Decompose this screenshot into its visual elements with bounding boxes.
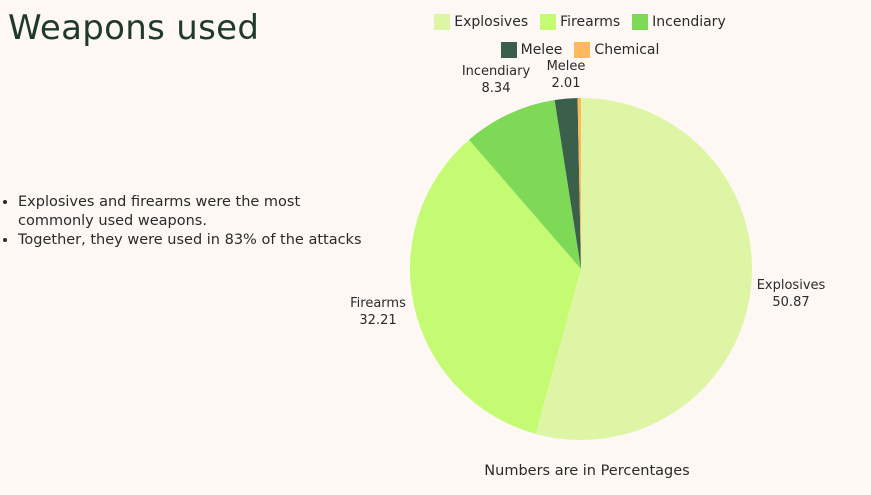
page-title: Weapons used [8, 8, 260, 48]
bullet-item: Together, they were used in 83% of the a… [18, 231, 378, 250]
slice-value-melee: 2.01 [552, 76, 581, 91]
slice-value-incendiary: 8.34 [482, 81, 511, 96]
legend-label-incendiary: Incendiary [652, 14, 726, 30]
legend-swatch-explosives [434, 14, 451, 30]
summary-bullets: Explosives and firearms were the most co… [0, 193, 378, 250]
chart-legend: Explosives Firearms Incendiary Melee Che… [420, 8, 740, 64]
pie-slice-incendiary[interactable] [469, 100, 581, 270]
legend-row-1: Explosives Firearms Incendiary [420, 8, 740, 36]
legend-label-chemical: Chemical [594, 42, 660, 58]
slice-label-melee: Melee [547, 59, 586, 74]
pie-slice-explosives[interactable] [535, 98, 753, 440]
pie-slice-firearms[interactable] [410, 139, 581, 434]
legend-row-2: Melee Chemical [420, 36, 740, 64]
legend-label-melee: Melee [520, 42, 563, 58]
slice-value-firearms: 32.21 [359, 313, 396, 328]
legend-item-incendiary[interactable]: Incendiary [632, 14, 726, 30]
pie-slice-chemical[interactable] [577, 98, 581, 269]
legend-item-firearms[interactable]: Firearms [540, 14, 620, 30]
slice-label-incendiary: Incendiary [462, 64, 531, 79]
chart-footnote: Numbers are in Percentages [484, 463, 690, 479]
legend-label-explosives: Explosives [454, 14, 529, 30]
pie-slice-melee[interactable] [554, 98, 581, 269]
legend-swatch-chemical [574, 42, 591, 58]
legend-label-firearms: Firearms [560, 14, 621, 30]
slice-label-firearms: Firearms [350, 296, 406, 311]
bullet-item: Explosives and firearms were the most co… [18, 193, 378, 231]
slice-value-explosives: 50.87 [772, 295, 809, 310]
legend-item-melee[interactable]: Melee [500, 42, 563, 58]
legend-swatch-melee [500, 42, 517, 58]
legend-swatch-firearms [540, 14, 557, 30]
legend-item-chemical[interactable]: Chemical [574, 42, 659, 58]
legend-item-explosives[interactable]: Explosives [434, 14, 528, 30]
legend-swatch-incendiary [632, 14, 649, 30]
slice-label-explosives: Explosives [757, 278, 826, 293]
